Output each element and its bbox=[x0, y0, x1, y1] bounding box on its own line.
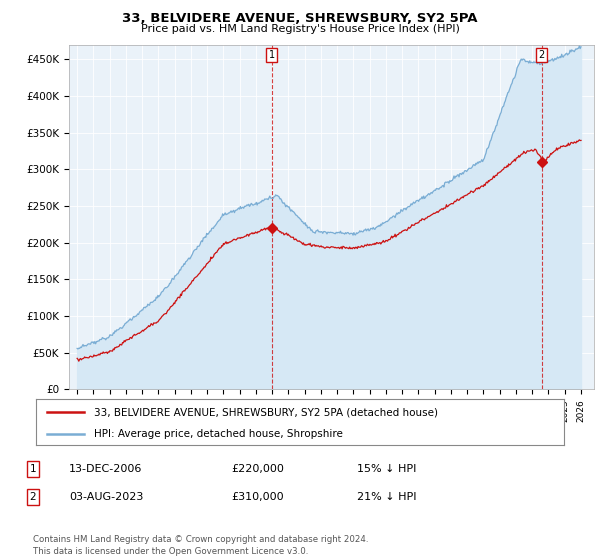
Text: 2: 2 bbox=[29, 492, 37, 502]
Text: HPI: Average price, detached house, Shropshire: HPI: Average price, detached house, Shro… bbox=[94, 429, 343, 438]
Text: 2: 2 bbox=[539, 50, 545, 60]
Text: Price paid vs. HM Land Registry's House Price Index (HPI): Price paid vs. HM Land Registry's House … bbox=[140, 24, 460, 34]
Text: £220,000: £220,000 bbox=[231, 464, 284, 474]
Text: 1: 1 bbox=[268, 50, 275, 60]
Text: 1: 1 bbox=[29, 464, 37, 474]
Text: 33, BELVIDERE AVENUE, SHREWSBURY, SY2 5PA: 33, BELVIDERE AVENUE, SHREWSBURY, SY2 5P… bbox=[122, 12, 478, 25]
Text: 21% ↓ HPI: 21% ↓ HPI bbox=[357, 492, 416, 502]
Text: 15% ↓ HPI: 15% ↓ HPI bbox=[357, 464, 416, 474]
Text: 33, BELVIDERE AVENUE, SHREWSBURY, SY2 5PA (detached house): 33, BELVIDERE AVENUE, SHREWSBURY, SY2 5P… bbox=[94, 407, 438, 417]
Text: 03-AUG-2023: 03-AUG-2023 bbox=[69, 492, 143, 502]
Text: £310,000: £310,000 bbox=[231, 492, 284, 502]
Text: Contains HM Land Registry data © Crown copyright and database right 2024.
This d: Contains HM Land Registry data © Crown c… bbox=[33, 535, 368, 556]
Text: 13-DEC-2006: 13-DEC-2006 bbox=[69, 464, 142, 474]
